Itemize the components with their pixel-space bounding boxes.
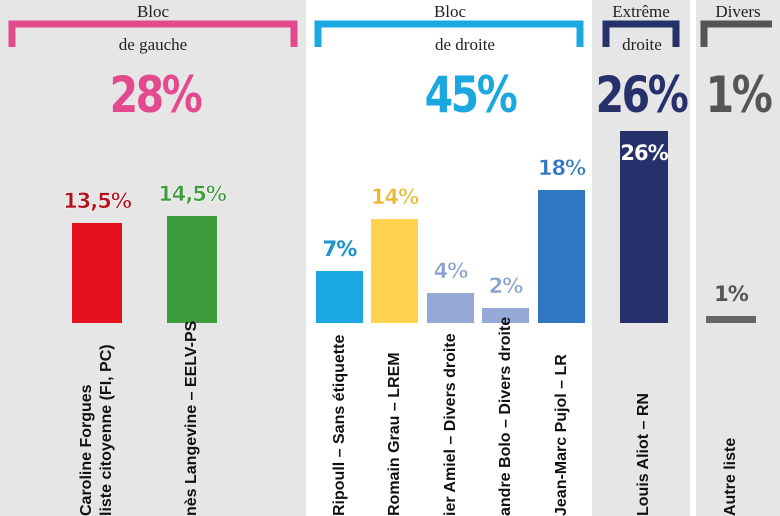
bar-7 bbox=[538, 189, 585, 323]
bloc-extreme-label2: droite bbox=[614, 35, 670, 55]
candidate-label-1: Caroline Forgues liste citoyenne (FI, PC) bbox=[75, 336, 119, 516]
bar-6 bbox=[482, 308, 529, 323]
total-gauche: 28% bbox=[109, 66, 203, 124]
candidate-label-4: Romain Grau – LREM bbox=[373, 336, 417, 516]
candidate-label-7: Jean-Marc Pujol – LR bbox=[540, 336, 584, 516]
candidate-label-8: Louis Aliot – RN bbox=[622, 336, 666, 516]
bloc-gauche-label1: Bloc bbox=[136, 2, 170, 21]
bloc-droite-label2: de droite bbox=[400, 35, 530, 55]
panel-gauche bbox=[0, 0, 306, 516]
candidate-label-line: Autre liste bbox=[722, 437, 739, 516]
value-label-4: 14% bbox=[370, 185, 420, 210]
total-extreme-droite: 26% bbox=[595, 66, 689, 124]
candidate-label-9: Autre liste bbox=[709, 336, 753, 516]
bloc-gauche-label2: de gauche bbox=[88, 35, 218, 55]
bracket-lines bbox=[8, 20, 772, 47]
value-label-8: 26% bbox=[620, 140, 668, 165]
candidate-label-line: nès Langevine – EELV-PS bbox=[183, 320, 200, 516]
candidate-label-line: Ripoull – Sans étiquette bbox=[330, 334, 348, 516]
bracket-divers bbox=[700, 20, 772, 47]
candidate-label-line: ier Amiel – Divers droite bbox=[441, 333, 459, 516]
candidate-label-6: andre Bolo – Divers droite bbox=[484, 317, 528, 516]
candidate-label-3: Ripoull – Sans étiquette bbox=[318, 334, 362, 516]
candidate-label-line: liste citoyenne (FI, PC) bbox=[98, 344, 115, 516]
bloc-extreme-label1: Extrême bbox=[612, 2, 670, 21]
value-label-1: 13,5% bbox=[63, 189, 132, 214]
value-label-5: 4% bbox=[433, 259, 468, 284]
bracket-droite bbox=[314, 20, 584, 47]
bar-9 bbox=[706, 315, 756, 323]
candidate-label-line: Caroline Forgues bbox=[78, 384, 95, 516]
value-label-2: 14,5% bbox=[158, 181, 227, 206]
value-label-7: 18% bbox=[537, 155, 587, 181]
candidate-label-line: Louis Aliot – RN bbox=[635, 393, 652, 516]
bracket-extreme bbox=[602, 20, 680, 47]
bracket-gauche bbox=[8, 20, 298, 47]
bar-4 bbox=[371, 219, 418, 323]
candidate-label-line: Jean-Marc Pujol – LR bbox=[552, 354, 570, 516]
candidate-label-line: andre Bolo – Divers droite bbox=[496, 316, 514, 516]
bar-5 bbox=[427, 293, 474, 323]
value-label-9: 1% bbox=[714, 281, 749, 306]
value-label-6: 2% bbox=[488, 274, 523, 299]
bloc-divers-label1: Divers bbox=[715, 2, 761, 21]
bar-8 bbox=[620, 130, 668, 323]
bar-1 bbox=[72, 223, 122, 323]
total-droite: 45% bbox=[424, 66, 518, 124]
candidate-label-2: nès Langevine – EELV-PS bbox=[170, 321, 214, 516]
value-label-3: 7% bbox=[322, 237, 358, 262]
candidate-label-line: Romain Grau – LREM bbox=[385, 352, 403, 516]
bloc-droite-label1: Bloc bbox=[433, 2, 467, 21]
bar-2 bbox=[167, 215, 217, 323]
panel-divers bbox=[696, 0, 780, 516]
bar-3 bbox=[316, 271, 363, 323]
candidate-label-5: ier Amiel – Divers droite bbox=[429, 333, 473, 516]
total-divers: 1% bbox=[705, 66, 773, 124]
